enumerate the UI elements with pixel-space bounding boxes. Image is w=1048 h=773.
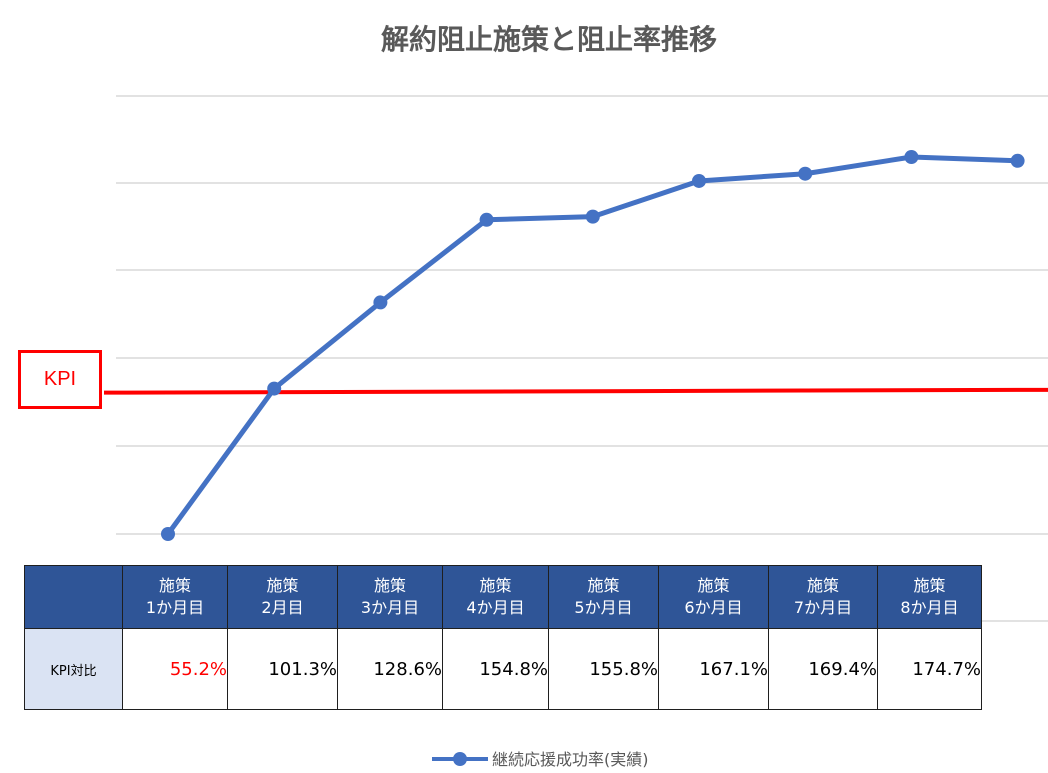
data-point [585,209,600,224]
table-header-cell: 施策 5か月目 [548,565,659,629]
kpi-line [103,387,1048,395]
table-row-label: KPI対比 [24,628,123,710]
data-point [1010,153,1025,168]
data-point [373,295,388,310]
table-value-cell: 169.4% [768,628,878,710]
table-value-cell: 101.3% [227,628,338,710]
table-header-cell: 施策 3か月目 [337,565,443,629]
data-point [161,527,175,541]
chart-legend: 継続応援成功率(実績) [432,746,649,770]
legend-label: 継続応援成功率(実績) [492,750,649,769]
data-point [692,173,706,188]
table-value-cell: 154.8% [442,628,549,710]
table-value-row: KPI対比 55.2% 101.3% 128.6% 154.8% 155.8% … [24,628,982,710]
data-point [904,150,919,164]
table-value-cell: 155.8% [548,628,659,710]
kpi-label-box: KPI [18,350,102,409]
gridlines [116,95,1048,622]
chart-title: 解約阻止施策と阻止率推移 [380,23,717,56]
table-header-cell: 施策 6か月目 [658,565,769,629]
legend-line-marker-icon [432,748,488,768]
table-corner-cell [24,565,123,629]
kpi-comparison-table: 施策 1か月目 施策 2月目 施策 3か月目 施策 4か月目 施策 5か月目 施策 6か月目… [24,565,982,710]
series-group [161,150,1025,541]
table-header-cell: 施策 1か月目 [122,565,228,629]
table-value-cell: 128.6% [337,628,443,710]
table-header-cell: 施策 7か月目 [768,565,878,629]
table-header-cell: 施策 8か月目 [877,565,982,629]
table-value-cell: 174.7% [877,628,982,710]
kpi-line-group [103,387,1048,395]
table-header-cell: 施策 2月目 [227,565,338,629]
data-point [798,166,813,181]
table-header-cell: 施策 4か月目 [442,565,549,629]
table-header-row: 施策 1か月目 施策 2月目 施策 3か月目 施策 4か月目 施策 5か月目 施策 6か月目… [24,565,982,629]
table-value-cell: 55.2% [122,628,228,710]
table-value-cell: 167.1% [658,628,769,710]
data-point [479,212,494,227]
kpi-label: KPI [43,368,77,390]
data-point [267,381,282,396]
